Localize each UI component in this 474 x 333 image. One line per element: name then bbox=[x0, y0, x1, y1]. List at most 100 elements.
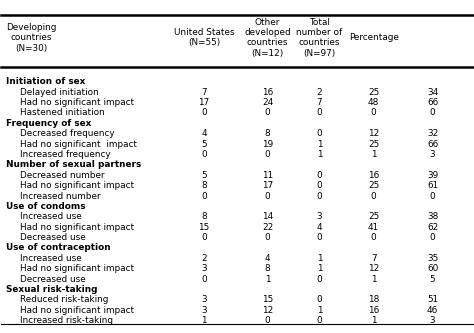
Text: 1: 1 bbox=[317, 150, 322, 159]
Text: 60: 60 bbox=[427, 264, 438, 273]
Text: 3: 3 bbox=[430, 150, 436, 159]
Text: 1: 1 bbox=[371, 150, 376, 159]
Text: 18: 18 bbox=[368, 295, 379, 304]
Text: 3: 3 bbox=[201, 264, 207, 273]
Text: 2: 2 bbox=[201, 254, 207, 263]
Text: Delayed initiation: Delayed initiation bbox=[20, 88, 99, 97]
Text: 0: 0 bbox=[265, 150, 271, 159]
Text: 35: 35 bbox=[427, 254, 438, 263]
Text: 7: 7 bbox=[317, 98, 322, 107]
Text: 0: 0 bbox=[430, 191, 436, 200]
Text: Had no significant impact: Had no significant impact bbox=[20, 98, 134, 107]
Text: 0: 0 bbox=[201, 275, 207, 284]
Text: 12: 12 bbox=[262, 306, 273, 315]
Text: 0: 0 bbox=[317, 295, 322, 304]
Text: Hastened initiation: Hastened initiation bbox=[20, 109, 105, 118]
Text: 11: 11 bbox=[262, 171, 273, 180]
Text: 25: 25 bbox=[368, 212, 379, 221]
Text: United States
(N=55): United States (N=55) bbox=[173, 28, 234, 47]
Text: 0: 0 bbox=[430, 233, 436, 242]
Text: 12: 12 bbox=[368, 264, 379, 273]
Text: Increased risk-taking: Increased risk-taking bbox=[20, 316, 113, 325]
Text: Had no significant impact: Had no significant impact bbox=[20, 181, 134, 190]
Text: 17: 17 bbox=[199, 98, 210, 107]
Text: 0: 0 bbox=[317, 191, 322, 200]
Text: 1: 1 bbox=[317, 140, 322, 149]
Text: 0: 0 bbox=[430, 109, 436, 118]
Text: 3: 3 bbox=[317, 212, 322, 221]
Text: 2: 2 bbox=[317, 88, 322, 97]
Text: 41: 41 bbox=[368, 223, 379, 232]
Text: 0: 0 bbox=[317, 316, 322, 325]
Text: 0: 0 bbox=[317, 109, 322, 118]
Text: 1: 1 bbox=[317, 254, 322, 263]
Text: 51: 51 bbox=[427, 295, 438, 304]
Text: Increased use: Increased use bbox=[20, 254, 82, 263]
Text: Use of contraception: Use of contraception bbox=[6, 243, 111, 252]
Text: 0: 0 bbox=[371, 191, 376, 200]
Text: 16: 16 bbox=[368, 306, 379, 315]
Text: 8: 8 bbox=[265, 264, 271, 273]
Text: 5: 5 bbox=[201, 140, 207, 149]
Text: Increased number: Increased number bbox=[20, 191, 101, 200]
Text: Use of condoms: Use of condoms bbox=[6, 202, 86, 211]
Text: 38: 38 bbox=[427, 212, 438, 221]
Text: Percentage: Percentage bbox=[349, 33, 399, 42]
Text: Decreased use: Decreased use bbox=[20, 275, 86, 284]
Text: 5: 5 bbox=[430, 275, 436, 284]
Text: 0: 0 bbox=[317, 181, 322, 190]
Text: Decreased frequency: Decreased frequency bbox=[20, 129, 115, 138]
Text: 4: 4 bbox=[265, 254, 271, 263]
Text: Initiation of sex: Initiation of sex bbox=[6, 77, 85, 86]
Text: 16: 16 bbox=[368, 171, 379, 180]
Text: Developing
countries
(N=30): Developing countries (N=30) bbox=[6, 23, 56, 53]
Text: 39: 39 bbox=[427, 171, 438, 180]
Text: 0: 0 bbox=[201, 191, 207, 200]
Text: 3: 3 bbox=[201, 295, 207, 304]
Text: 24: 24 bbox=[262, 98, 273, 107]
Text: 1: 1 bbox=[265, 275, 271, 284]
Text: Frequency of sex: Frequency of sex bbox=[6, 119, 91, 128]
Text: 3: 3 bbox=[201, 306, 207, 315]
Text: 8: 8 bbox=[201, 181, 207, 190]
Text: Number of sexual partners: Number of sexual partners bbox=[6, 161, 141, 169]
Text: Had no significant impact: Had no significant impact bbox=[20, 264, 134, 273]
Text: 8: 8 bbox=[201, 212, 207, 221]
Text: 25: 25 bbox=[368, 140, 379, 149]
Text: 34: 34 bbox=[427, 88, 438, 97]
Text: 0: 0 bbox=[317, 171, 322, 180]
Text: Other
developed
countries
(N=12): Other developed countries (N=12) bbox=[244, 18, 291, 58]
Text: Decreased use: Decreased use bbox=[20, 233, 86, 242]
Text: Had no significant  impact: Had no significant impact bbox=[20, 140, 137, 149]
Text: 46: 46 bbox=[427, 306, 438, 315]
Text: 7: 7 bbox=[201, 88, 207, 97]
Text: 14: 14 bbox=[262, 212, 273, 221]
Text: 0: 0 bbox=[265, 316, 271, 325]
Text: Had no significant impact: Had no significant impact bbox=[20, 306, 134, 315]
Text: 0: 0 bbox=[201, 109, 207, 118]
Text: 0: 0 bbox=[317, 233, 322, 242]
Text: 62: 62 bbox=[427, 223, 438, 232]
Text: 15: 15 bbox=[262, 295, 273, 304]
Text: 48: 48 bbox=[368, 98, 379, 107]
Text: 61: 61 bbox=[427, 181, 438, 190]
Text: 1: 1 bbox=[317, 264, 322, 273]
Text: 66: 66 bbox=[427, 98, 438, 107]
Text: 0: 0 bbox=[201, 233, 207, 242]
Text: 25: 25 bbox=[368, 88, 379, 97]
Text: 4: 4 bbox=[317, 223, 322, 232]
Text: 5: 5 bbox=[201, 171, 207, 180]
Text: 0: 0 bbox=[317, 275, 322, 284]
Text: Increased frequency: Increased frequency bbox=[20, 150, 111, 159]
Text: 0: 0 bbox=[201, 150, 207, 159]
Text: Had no significant impact: Had no significant impact bbox=[20, 223, 134, 232]
Text: 19: 19 bbox=[262, 140, 273, 149]
Text: 66: 66 bbox=[427, 140, 438, 149]
Text: Total
number of
countries
(N=97): Total number of countries (N=97) bbox=[296, 18, 343, 58]
Text: Decreased number: Decreased number bbox=[20, 171, 105, 180]
Text: 8: 8 bbox=[265, 129, 271, 138]
Text: 0: 0 bbox=[265, 233, 271, 242]
Text: 25: 25 bbox=[368, 181, 379, 190]
Text: 0: 0 bbox=[265, 191, 271, 200]
Text: 1: 1 bbox=[371, 316, 376, 325]
